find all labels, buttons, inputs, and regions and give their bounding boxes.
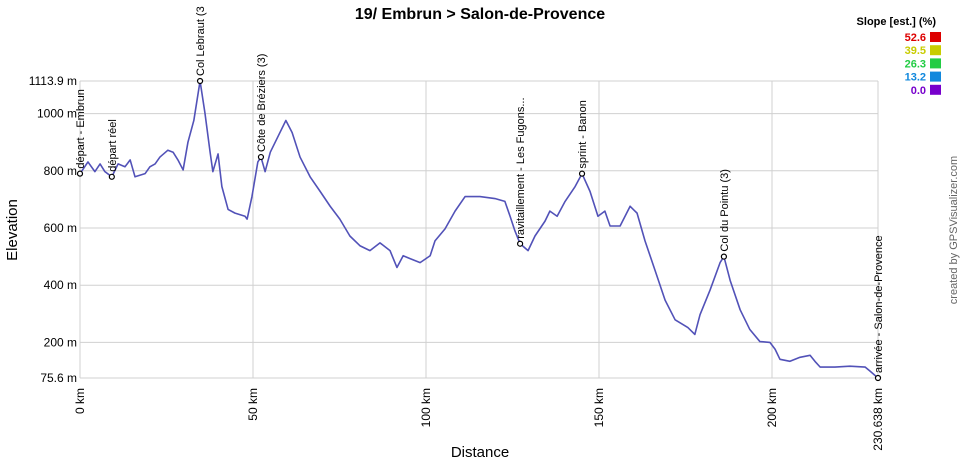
- x-tick-label: 0 km: [73, 388, 87, 414]
- legend-label: 39.5: [905, 45, 926, 57]
- x-tick-label: 100 km: [419, 388, 433, 427]
- waypoint-label: Col du Pointu (3): [719, 169, 731, 252]
- waypoint-marker: [196, 77, 204, 85]
- y-tick-label: 1113.9 m: [29, 74, 77, 88]
- waypoint-label: sprint - Banon: [577, 100, 589, 168]
- legend-swatch: [930, 45, 941, 56]
- y-tick-label: 1000 m: [37, 107, 77, 121]
- waypoint-label: arrivée - Salon-de-Provence: [873, 235, 885, 373]
- legend-title: Slope [est.] (%): [857, 16, 937, 28]
- x-tick-label: 200 km: [765, 388, 779, 427]
- waypoint-marker: [578, 170, 586, 177]
- legend-swatch: [930, 84, 941, 95]
- y-tick-label: 400 m: [44, 278, 77, 292]
- legend-swatch: [930, 58, 941, 69]
- waypoint-marker: [874, 374, 882, 382]
- x-tick-label: 150 km: [592, 388, 606, 427]
- y-tick-label: 75.6 m: [40, 371, 77, 385]
- waypoint-label: Côte de Bréziers (3): [256, 54, 268, 152]
- y-tick-label: 800 m: [44, 164, 77, 178]
- elevation-line: [79, 80, 879, 379]
- waypoint-label: départ - Embrun: [75, 89, 87, 168]
- legend-label: 13.2: [905, 72, 926, 84]
- waypoint-marker: [720, 253, 727, 260]
- waypoint-label: départ réel: [107, 119, 119, 172]
- x-tick-label: 230.638 km: [871, 388, 885, 451]
- legend-label: 52.6: [905, 32, 926, 44]
- waypoint-label: Col Lebraut (3: [195, 6, 207, 76]
- waypoint-marker: [517, 240, 524, 247]
- chart-title: 19/ Embrun > Salon-de-Provence: [355, 6, 605, 23]
- y-tick-label: 200 m: [44, 335, 77, 349]
- waypoint-marker: [257, 153, 265, 161]
- y-tick-label: 600 m: [44, 221, 77, 235]
- legend-label: 0.0: [911, 85, 926, 97]
- waypoint-label: ravitaillement - Les Fugons...: [515, 97, 527, 238]
- x-tick-label: 50 km: [246, 388, 260, 421]
- waypoint-marker: [76, 170, 84, 177]
- legend-swatch: [930, 71, 941, 82]
- x-axis-title: Distance: [451, 444, 509, 460]
- legend-swatch: [930, 32, 941, 42]
- waypoint-marker: [108, 173, 115, 180]
- credit: created by GPSVisualizer.com: [948, 156, 960, 304]
- legend-label: 26.3: [905, 58, 926, 70]
- y-axis-title: Elevation: [4, 199, 21, 261]
